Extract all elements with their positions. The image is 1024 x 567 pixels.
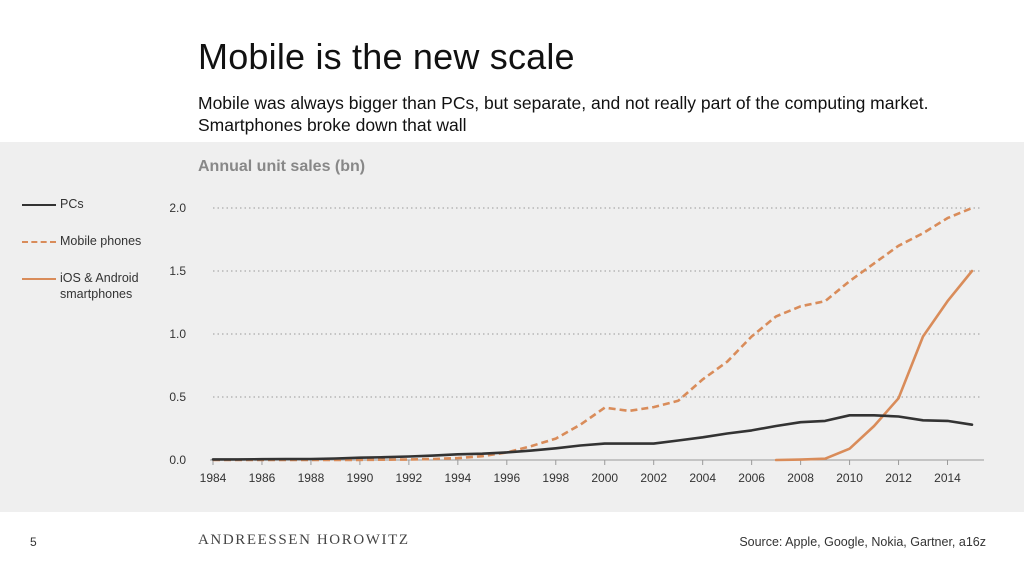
chart-title: Annual unit sales (bn)	[198, 158, 366, 175]
y-tick-label: 1.5	[169, 264, 186, 278]
x-tick-label: 2010	[836, 471, 863, 485]
x-tick-label: 2002	[640, 471, 667, 485]
legend-swatch-smartphones	[22, 278, 56, 280]
x-tick-label: 2000	[591, 471, 618, 485]
chart-grid	[213, 207, 980, 398]
series-line-pcs	[211, 413, 974, 461]
y-tick-label: 1.0	[169, 327, 186, 341]
x-tick-label: 2004	[689, 471, 716, 485]
y-axis-ticks: 0.0 0.5 1.0 1.5 2.0	[169, 201, 186, 467]
series-lines	[211, 206, 974, 462]
x-tick-label: 2014	[934, 471, 961, 485]
y-tick-label: 2.0	[169, 201, 186, 215]
x-tick-label: 1992	[396, 471, 423, 485]
x-tick-label: 1984	[200, 471, 227, 485]
x-tick-label: 1988	[298, 471, 325, 485]
x-axis-ticks: 1984 1986 1988 1990 1992 1994 1996 1998 2000 2002…	[200, 460, 961, 485]
x-tick-label: 1998	[542, 471, 569, 485]
source-note: Source: Apple, Google, Nokia, Gartner, a…	[739, 535, 986, 549]
legend-swatch-mobile-phones	[22, 241, 56, 243]
x-tick-label: 1994	[444, 471, 471, 485]
x-tick-label: 1996	[493, 471, 520, 485]
x-tick-label: 2008	[787, 471, 814, 485]
legend-swatch-pcs	[22, 204, 56, 206]
slide-subtitle: Mobile was always bigger than PCs, but s…	[198, 93, 929, 135]
x-tick-label: 2006	[738, 471, 765, 485]
x-tick-label: 1990	[347, 471, 374, 485]
legend-label-smartphones: iOS & Android smartphones	[60, 271, 139, 301]
legend-label-mobile-phones: Mobile phones	[60, 234, 142, 248]
y-tick-label: 0.5	[169, 390, 186, 404]
series-line-ios-android-smartphones	[774, 269, 974, 462]
x-tick-label: 2012	[885, 471, 912, 485]
y-tick-label: 0.0	[169, 453, 186, 467]
legend-label-pcs: PCs	[60, 197, 84, 211]
x-tick-label: 1986	[249, 471, 276, 485]
page-number: 5	[30, 535, 37, 549]
slide-title: Mobile is the new scale	[198, 36, 575, 77]
series-line-mobile-phones	[213, 206, 973, 462]
brand-logo-text: ANDREESSEN HOROWITZ	[198, 532, 410, 548]
